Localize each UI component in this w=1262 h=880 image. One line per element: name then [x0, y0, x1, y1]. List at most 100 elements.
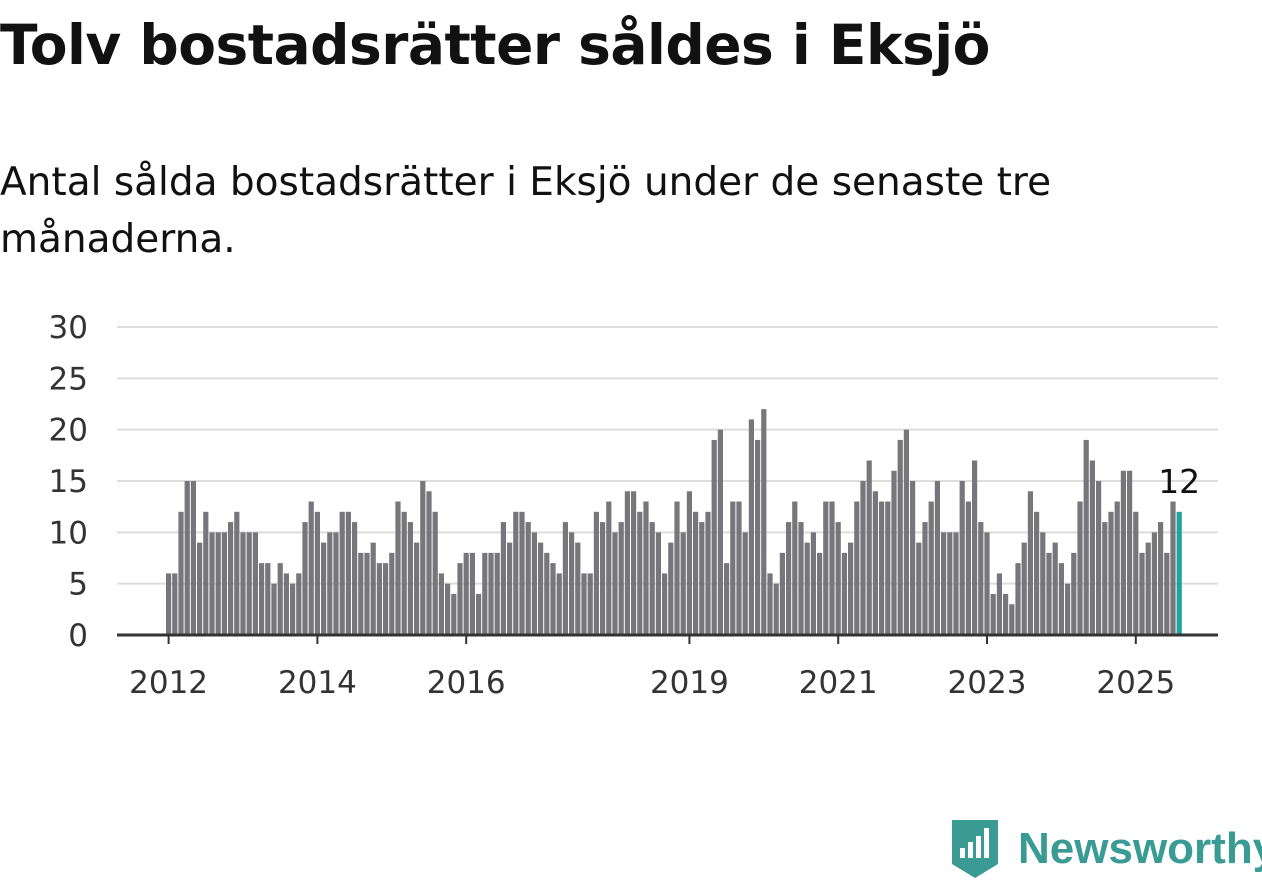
bar [352, 522, 358, 635]
bar [624, 491, 630, 635]
bar [612, 532, 618, 635]
bar [383, 563, 389, 635]
bar [283, 573, 289, 635]
bar [879, 501, 885, 635]
bar [500, 522, 506, 635]
y-tick-label: 10 [49, 515, 88, 551]
bar [872, 491, 878, 635]
bar [804, 542, 810, 635]
bar [166, 573, 172, 635]
bar [445, 583, 451, 635]
bar [761, 409, 767, 635]
bar [724, 563, 730, 635]
bar [903, 429, 909, 635]
bar [1077, 501, 1083, 635]
bar [953, 532, 959, 635]
bar [792, 501, 798, 635]
bar [618, 522, 624, 635]
bar [891, 470, 897, 635]
bar [1102, 522, 1108, 635]
bar [965, 501, 971, 635]
bar [1058, 563, 1064, 635]
bar [705, 511, 711, 635]
bar [817, 552, 823, 635]
bar [959, 481, 965, 635]
bar [1027, 491, 1033, 635]
bar [655, 532, 661, 635]
bar [252, 532, 258, 635]
bar [1046, 552, 1052, 635]
bar [389, 552, 395, 635]
x-tick-label: 2025 [1096, 665, 1175, 701]
bar [469, 552, 475, 635]
bar [1133, 511, 1139, 635]
bar [972, 460, 978, 635]
bar [1139, 552, 1145, 635]
bar [538, 542, 544, 635]
bar [674, 501, 680, 635]
bar [507, 542, 513, 635]
bar [978, 522, 984, 635]
bar [829, 501, 835, 635]
bar [1114, 501, 1120, 635]
bar [302, 522, 308, 635]
bar [420, 481, 426, 635]
bar [848, 542, 854, 635]
bar [451, 593, 457, 635]
bar [823, 501, 829, 635]
bar [531, 532, 537, 635]
bar [513, 511, 519, 635]
y-tick-label: 0 [68, 618, 88, 654]
bar [327, 532, 333, 635]
bar [277, 563, 283, 635]
axes [117, 633, 1218, 644]
bar [426, 491, 432, 635]
bar [228, 522, 234, 635]
bars [166, 409, 1182, 635]
bar [587, 573, 593, 635]
bar [1071, 552, 1077, 635]
bar [916, 542, 922, 635]
bar [494, 552, 500, 635]
bar [767, 573, 773, 635]
bar [854, 501, 860, 635]
newsworthy-logo[interactable]: Newsworthy [950, 818, 1262, 880]
bar [364, 552, 370, 635]
bar [1052, 542, 1058, 635]
bar [569, 532, 575, 635]
bar [841, 552, 847, 635]
bar [221, 532, 227, 635]
chart-subtitle: Antal sålda bostadsrätter i Eksjö under … [0, 160, 1052, 262]
bar [736, 501, 742, 635]
bar [215, 532, 221, 635]
bar [1127, 470, 1133, 635]
bar [649, 522, 655, 635]
bar [631, 491, 637, 635]
bar [606, 501, 612, 635]
bar [414, 542, 420, 635]
bar [755, 439, 761, 635]
bar [488, 552, 494, 635]
x-tick-label: 2021 [799, 665, 878, 701]
bar [172, 573, 178, 635]
bar [184, 481, 190, 635]
bar [717, 429, 723, 635]
bar [1034, 511, 1040, 635]
bar [990, 593, 996, 635]
bar [779, 552, 785, 635]
bar [1089, 460, 1095, 635]
bar [730, 501, 736, 635]
bar [197, 542, 203, 635]
bar [643, 501, 649, 635]
bar [290, 583, 296, 635]
bar [345, 511, 351, 635]
brand-name: Newsworthy [1018, 824, 1262, 873]
bar [693, 511, 699, 635]
bar [203, 511, 209, 635]
bar [773, 583, 779, 635]
y-tick-label: 5 [68, 567, 88, 603]
bar [240, 532, 246, 635]
bar [662, 573, 668, 635]
bar [1015, 563, 1021, 635]
